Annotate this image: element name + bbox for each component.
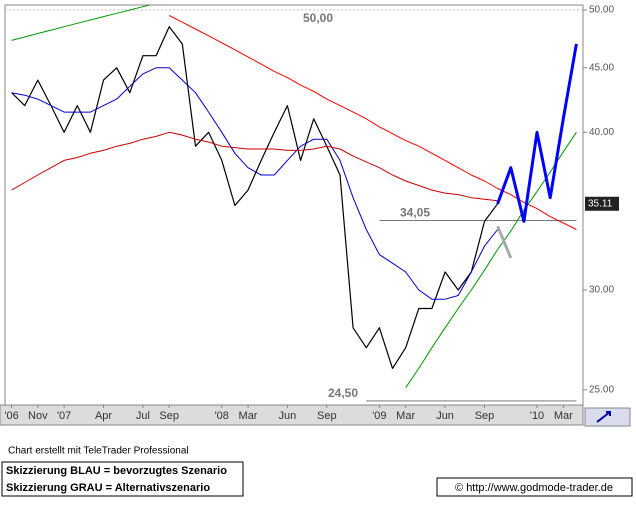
x-tick-label: Nov: [28, 410, 48, 422]
y-tick-label: 25.00: [589, 385, 614, 396]
x-tick-label: Jul: [136, 410, 150, 422]
series-line: [405, 132, 577, 388]
series-line: [496, 43, 578, 223]
x-tick-label: Jun: [279, 410, 297, 422]
y-tick-label: 30.00: [589, 285, 614, 296]
footer: Chart erstellt mit TeleTrader Profession…: [8, 446, 189, 457]
series-line: [496, 225, 513, 259]
level-label: 24,50: [328, 386, 358, 400]
source: © http://www.godmode-trader.de: [455, 482, 613, 494]
y-tick-label: 45.00: [589, 62, 614, 73]
series-line: [11, 131, 498, 202]
legend-box: [1, 461, 244, 497]
x-tick-label: '06: [4, 410, 18, 422]
x-tick-label: Sep: [159, 410, 179, 422]
x-tick-label: Mar: [396, 410, 415, 422]
legend-line: Skizzierung GRAU = Alternativszenario: [6, 482, 210, 494]
last-price-label: 35.11: [588, 198, 613, 209]
x-tick-label: Apr: [95, 410, 112, 422]
y-tick-label: 50.00: [589, 5, 614, 16]
level-label: 50,00: [303, 11, 333, 25]
x-tick-label: '09: [372, 410, 386, 422]
level-label: 34,05: [400, 206, 430, 220]
last-price-box: [585, 196, 619, 211]
x-tick-label: Mar: [554, 410, 573, 422]
x-tick-label: '07: [57, 410, 71, 422]
x-axis-bar: [0, 404, 584, 426]
x-tick-label: Sep: [317, 410, 337, 422]
series-line: [168, 15, 577, 230]
x-tick-label: '10: [530, 410, 544, 422]
tool-icon: [596, 411, 611, 423]
x-tick-label: Jun: [436, 410, 454, 422]
x-tick-label: '08: [215, 410, 229, 422]
series-line: [11, 67, 498, 300]
source-box: [436, 477, 633, 497]
series-line: [11, 26, 499, 369]
legend-line: Skizzierung BLAU = bevorzugtes Szenario: [6, 465, 227, 477]
series-line: [11, 5, 153, 41]
x-tick-label: Sep: [475, 410, 495, 422]
x-tick-label: Mar: [239, 410, 258, 422]
plot-area: [4, 4, 584, 406]
y-tick-label: 40.00: [589, 127, 614, 138]
tool-button[interactable]: [584, 407, 631, 427]
